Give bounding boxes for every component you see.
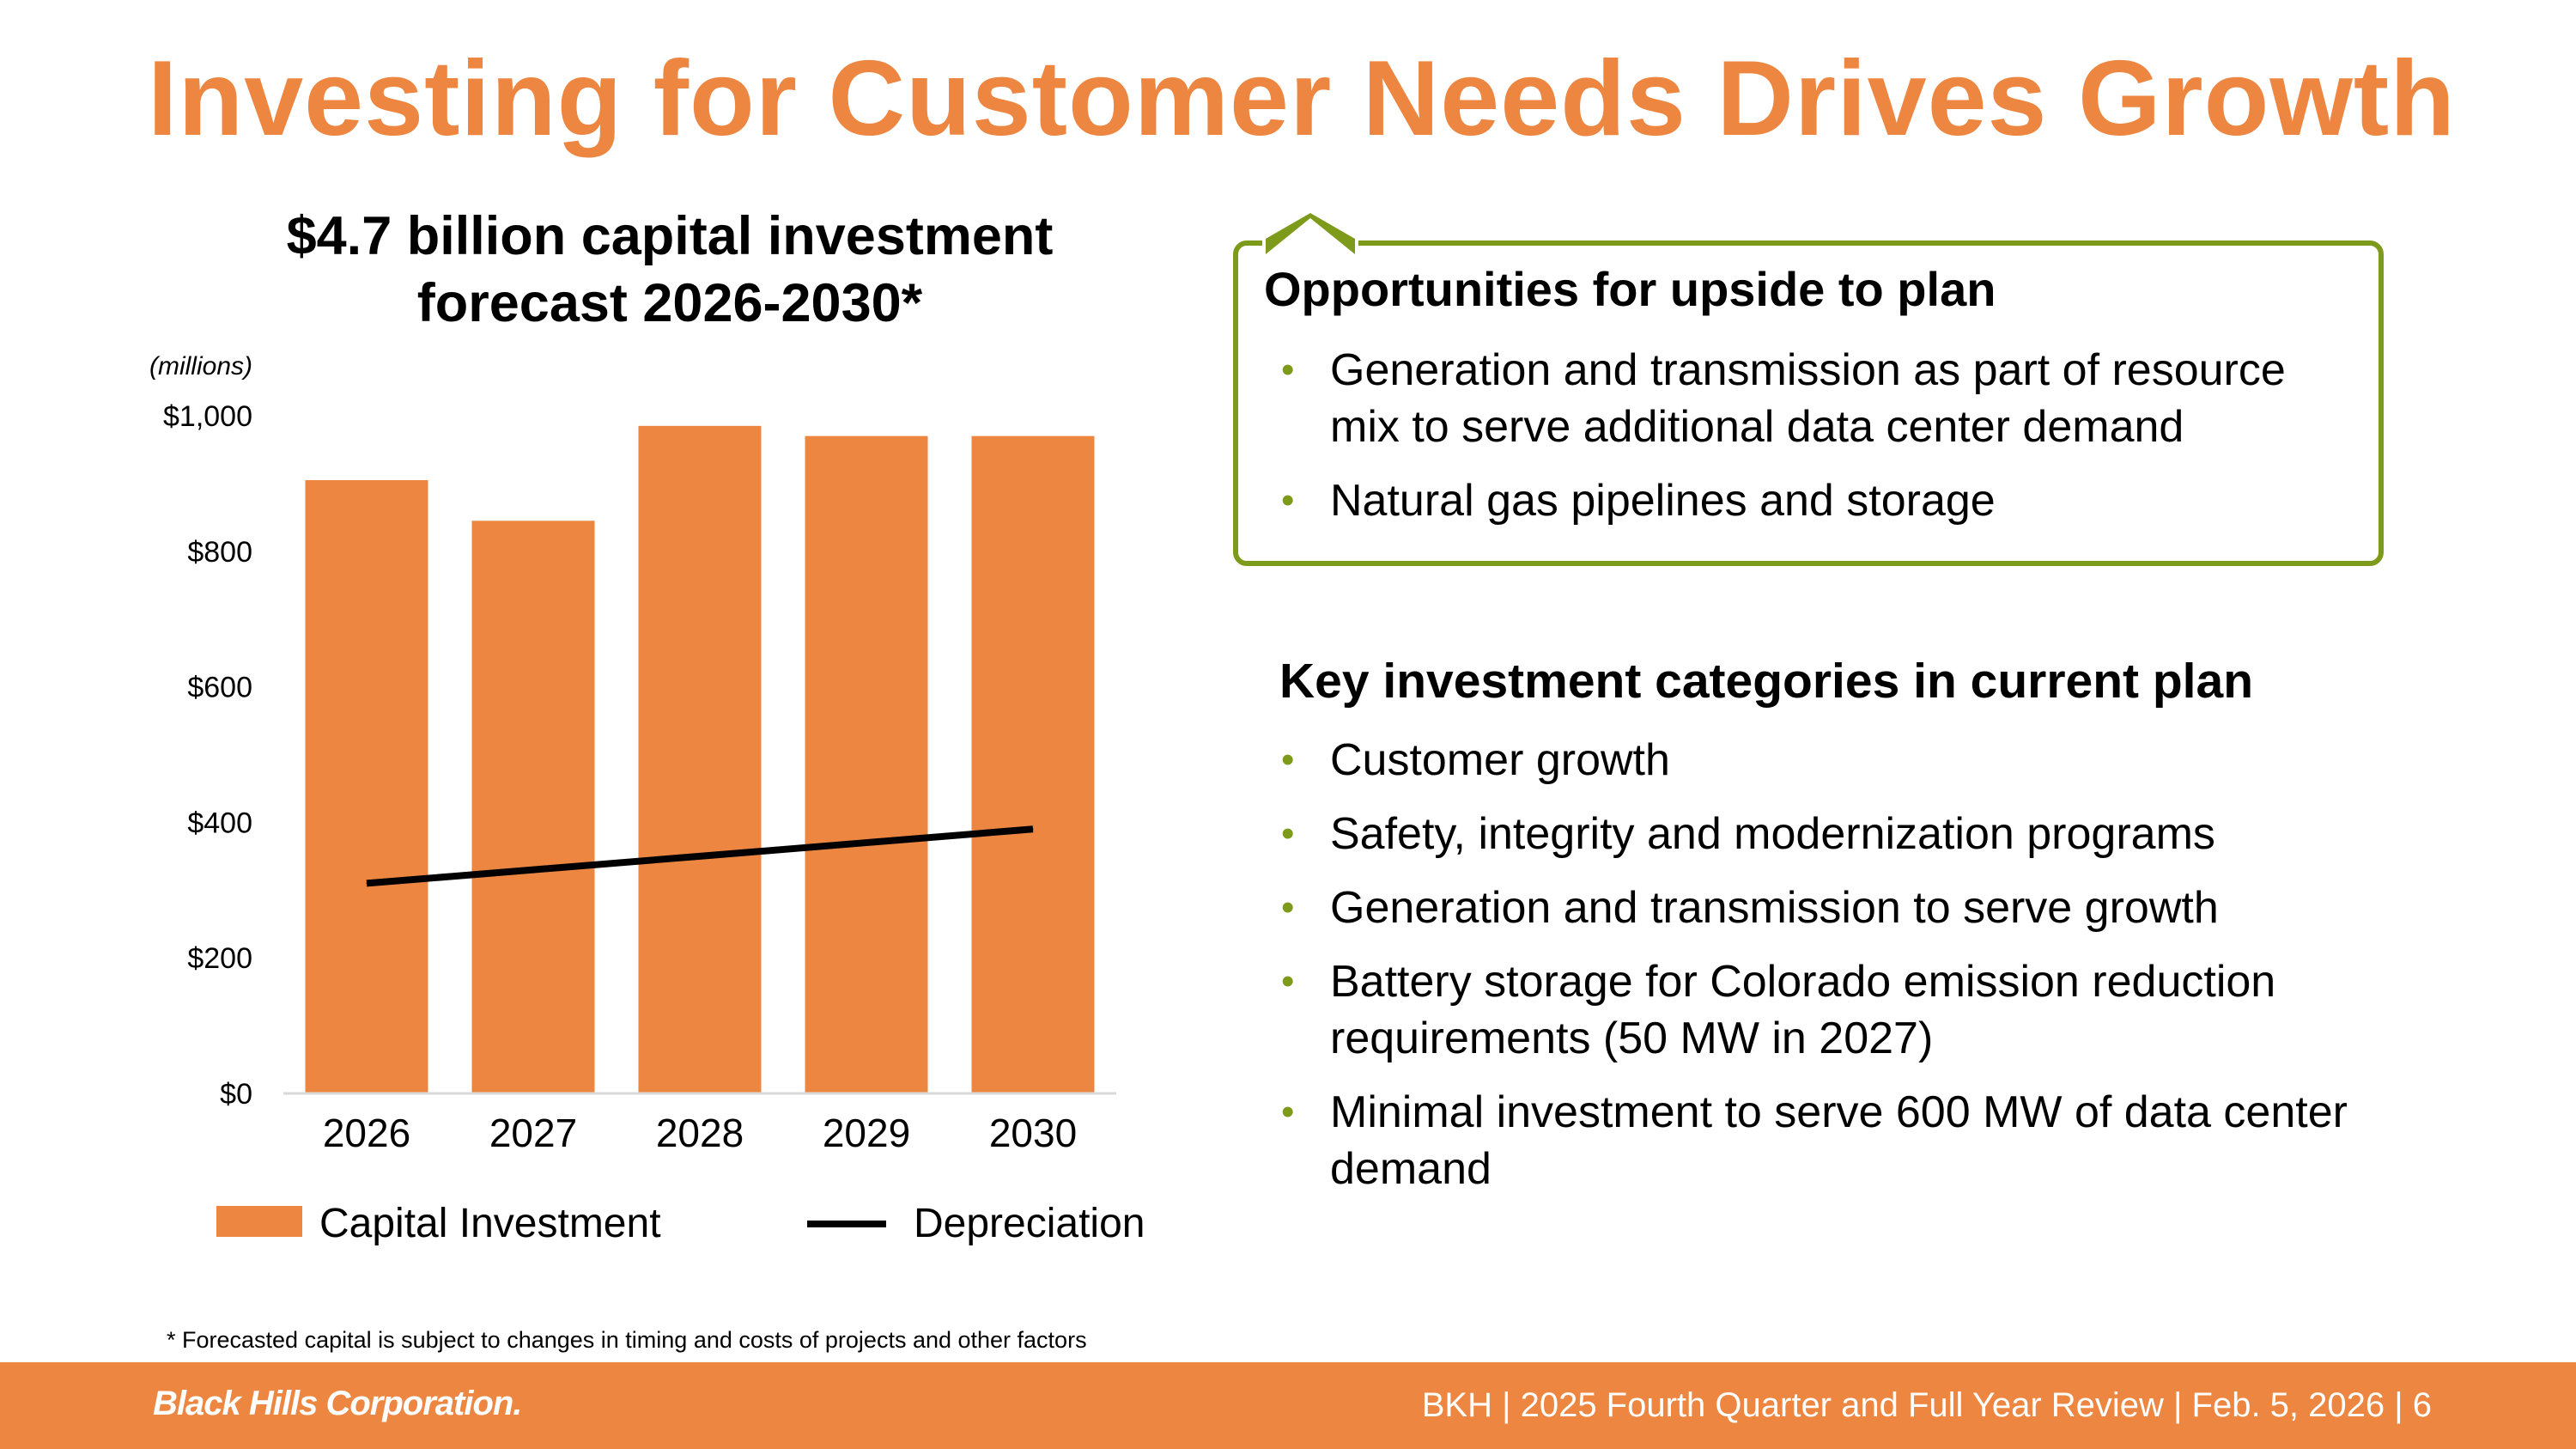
bullet-icon: • bbox=[1281, 349, 1295, 391]
y-tick-label: $800 bbox=[187, 536, 252, 569]
bar-2029 bbox=[805, 435, 928, 1093]
bar-2027 bbox=[471, 521, 595, 1093]
legend-swatch-capital bbox=[216, 1206, 302, 1237]
chart-title: $4.7 billion capital investment forecast… bbox=[286, 206, 1054, 333]
depreciation-point bbox=[1032, 828, 1034, 830]
list-item: • Generation and transmission as part of … bbox=[1281, 342, 2354, 455]
depreciation-point bbox=[366, 882, 368, 884]
bar-2030 bbox=[971, 435, 1095, 1093]
capital-investment-chart: $0 $200 $400 $600 $800 $1,000 2026 2027 2028 2029… bbox=[163, 400, 1145, 1246]
y-tick-label: $400 bbox=[187, 807, 252, 839]
bullet-icon: • bbox=[1281, 1091, 1295, 1133]
bullet-icon: • bbox=[1281, 739, 1295, 781]
x-tick-label: 2029 bbox=[823, 1111, 910, 1155]
y-tick-label: $1,000 bbox=[163, 400, 252, 433]
bullet-icon: • bbox=[1281, 886, 1295, 928]
x-tick-label: 2028 bbox=[656, 1111, 744, 1155]
bullet-icon: • bbox=[1281, 960, 1295, 1002]
bullet-icon: • bbox=[1281, 479, 1295, 521]
units-label: (millions) bbox=[149, 352, 252, 381]
y-tick-label: $0 bbox=[220, 1078, 252, 1111]
company-logo: Black Hills Corporation. bbox=[153, 1385, 522, 1422]
list-item: • Minimal investment to serve 600 MW of d… bbox=[1281, 1084, 2372, 1197]
bar-2026 bbox=[305, 479, 428, 1093]
y-tick-label: $600 bbox=[187, 672, 252, 704]
footer-text: BKH | 2025 Fourth Quarter and Full Year … bbox=[1421, 1386, 2432, 1424]
chevron-up-icon bbox=[1262, 213, 1358, 258]
x-tick-label: 2026 bbox=[323, 1111, 410, 1155]
x-tick-label: 2027 bbox=[489, 1111, 577, 1155]
upside-box bbox=[1233, 240, 2384, 566]
list-item: • Generation and transmission to serve gr… bbox=[1281, 880, 2372, 936]
depreciation-point bbox=[532, 869, 534, 871]
footer-bar: Black Hills Corporation. BKH | 2025 Four… bbox=[0, 1362, 2576, 1449]
bullet-icon: • bbox=[1281, 813, 1295, 855]
list-item: • Battery storage for Colorado emission r… bbox=[1281, 953, 2372, 1067]
page-title: Investing for Customer Needs Drives Grow… bbox=[148, 40, 2456, 158]
key-categories-title: Key investment categories in current pla… bbox=[1279, 654, 2254, 709]
footnote: * Forecasted capital is subject to chang… bbox=[167, 1327, 1087, 1353]
bar-2028 bbox=[638, 425, 762, 1094]
list-item: • Safety, integrity and modernization pro… bbox=[1281, 806, 2372, 862]
key-categories-list: • Customer growth • Safety, integrity and … bbox=[1281, 732, 2372, 1215]
upside-title: Opportunities for upside to plan bbox=[1264, 262, 1996, 316]
legend-label-capital: Capital Investment bbox=[319, 1201, 661, 1246]
y-tick-label: $200 bbox=[187, 942, 252, 975]
legend-label-depreciation: Depreciation bbox=[914, 1201, 1145, 1246]
x-tick-label: 2030 bbox=[989, 1111, 1077, 1155]
list-item: • Natural gas pipelines and storage bbox=[1281, 472, 2354, 529]
depreciation-point bbox=[699, 855, 701, 857]
list-item: • Customer growth bbox=[1281, 732, 2372, 788]
upside-list: • Generation and transmission as part of … bbox=[1281, 342, 2354, 546]
